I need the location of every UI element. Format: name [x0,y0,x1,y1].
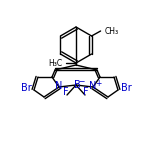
Text: H₃C: H₃C [48,59,62,67]
Text: −: − [78,77,84,86]
Text: Br: Br [121,83,131,93]
Text: +: + [95,79,101,88]
Text: F: F [63,87,69,97]
Text: N: N [89,81,97,91]
Text: CH₃: CH₃ [105,26,119,36]
Text: N: N [55,81,63,91]
Text: B: B [74,79,80,90]
Text: F: F [83,87,89,97]
Text: Br: Br [21,83,31,93]
